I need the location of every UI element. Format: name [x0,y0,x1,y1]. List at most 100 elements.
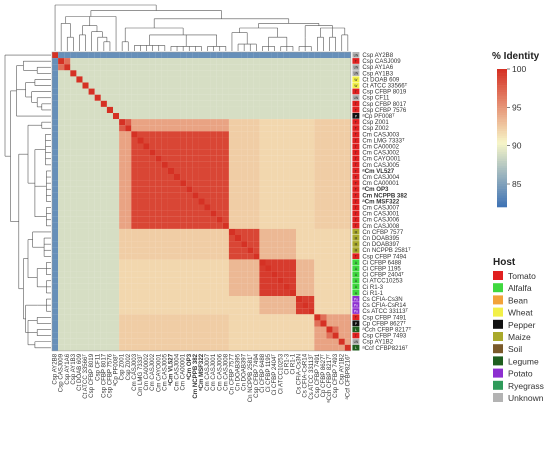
heatmap-cell [253,283,260,290]
heatmap-cell [113,76,120,83]
heatmap-cell [167,283,175,290]
heatmap-cell [210,52,217,59]
heatmap-cell [247,228,254,236]
heatmap-cell [82,271,89,278]
heatmap-cell [82,198,89,205]
heatmap-cell [338,94,345,101]
heatmap-cell [125,70,132,77]
heatmap-cell [94,265,101,272]
heatmap-cell [247,216,254,223]
heatmap-cell [344,100,351,107]
column-label: Csp CF11 [94,353,101,381]
heatmap-cell [137,222,144,229]
heatmap-cell [302,58,309,65]
colorbar-step [497,193,507,196]
heatmap-cell [228,125,236,132]
host-strip-cell [352,216,360,223]
heatmap-cell [265,155,272,162]
host-legend-label: Legume [508,356,539,366]
heatmap-cell [302,271,309,278]
heatmap-cell [149,198,156,205]
host-strip-cell [352,186,360,192]
heatmap-cell [149,64,156,71]
heatmap-cell [58,174,65,181]
row-label: Ct DOAB 609 [362,76,400,83]
heatmap-cell [155,277,162,284]
heatmap-cell [338,82,345,89]
heatmap-cell [119,174,126,181]
heatmap-cell [149,247,156,254]
colorbar-step [497,80,507,84]
column-label: Ci CFBP 6488 [259,353,266,392]
heatmap-cell [228,326,236,333]
heatmap-cell [210,174,217,181]
heatmap-cell [289,344,297,351]
heatmap-cell [198,100,205,107]
heatmap-cell [289,308,297,315]
heatmap-cell [180,82,187,89]
heatmap-cell [308,332,315,339]
heatmap-cell [332,326,339,333]
colorbar-step [497,156,507,159]
heatmap-cell [52,70,59,77]
row-label: Cs ATCC 33113ᵀ [362,308,408,315]
heatmap-cell [155,296,162,303]
heatmap-cell [283,113,290,120]
heatmap-cell [259,344,266,351]
column-label: Ci CFBP 2404ᵀ [271,354,278,396]
heatmap-cell [344,308,351,315]
heatmap-cell [302,314,309,321]
heatmap-cell [76,235,83,242]
heatmap-cell [167,119,175,126]
heatmap-cell [296,174,303,181]
column-label: Cn DOAB395 [235,353,242,391]
heatmap-cell [137,149,144,156]
heatmap-cell [283,125,290,132]
heatmap-cell [332,241,339,248]
heatmap-cell [137,52,144,59]
heatmap-cell [52,338,59,345]
heatmap-cell [289,119,297,126]
heatmap-cell [344,314,351,321]
heatmap-cell [241,82,248,89]
host-strip-cell [352,247,360,253]
heatmap-cell [186,235,193,242]
row-label: Cm CA00001 [362,180,399,187]
column-label: Cm CASJ007 [204,353,211,391]
heatmap-cell [314,289,321,297]
heatmap-cell [235,259,242,266]
heatmap-cell [161,113,168,120]
colorbar-step [497,165,507,169]
colorbar-step [497,110,507,113]
heatmap-cell [198,296,205,303]
host-strip-cell [352,204,360,211]
heatmap-cell [283,326,290,333]
heatmap-cell [174,52,181,59]
heatmap-cell [149,137,156,144]
heatmap-cell [174,289,181,297]
row-label: Cm CASJ002 [362,150,400,157]
heatmap-cell [180,143,187,150]
heatmap-cell [198,259,205,266]
heatmap-cell [131,64,138,71]
heatmap-cell [155,52,162,59]
heatmap-cell [210,344,217,351]
heatmap-cell [186,241,193,248]
heatmap-cell [222,52,229,59]
host-code-label: A [355,261,358,265]
heatmap-cell [76,119,83,126]
heatmap-cell [271,149,278,156]
heatmap-cell [143,283,150,290]
heatmap-cell [326,216,333,223]
heatmap-cell [119,167,126,175]
heatmap-cell [259,332,266,339]
heatmap-cell [88,161,95,168]
heatmap-cell [155,58,162,65]
heatmap-cell [259,174,266,181]
heatmap-cell [137,204,144,211]
heatmap-cell [344,338,351,345]
heatmap-cell [296,76,303,83]
heatmap-cell [131,241,138,248]
heatmap-cell [222,143,229,150]
heatmap-cell [106,247,114,254]
